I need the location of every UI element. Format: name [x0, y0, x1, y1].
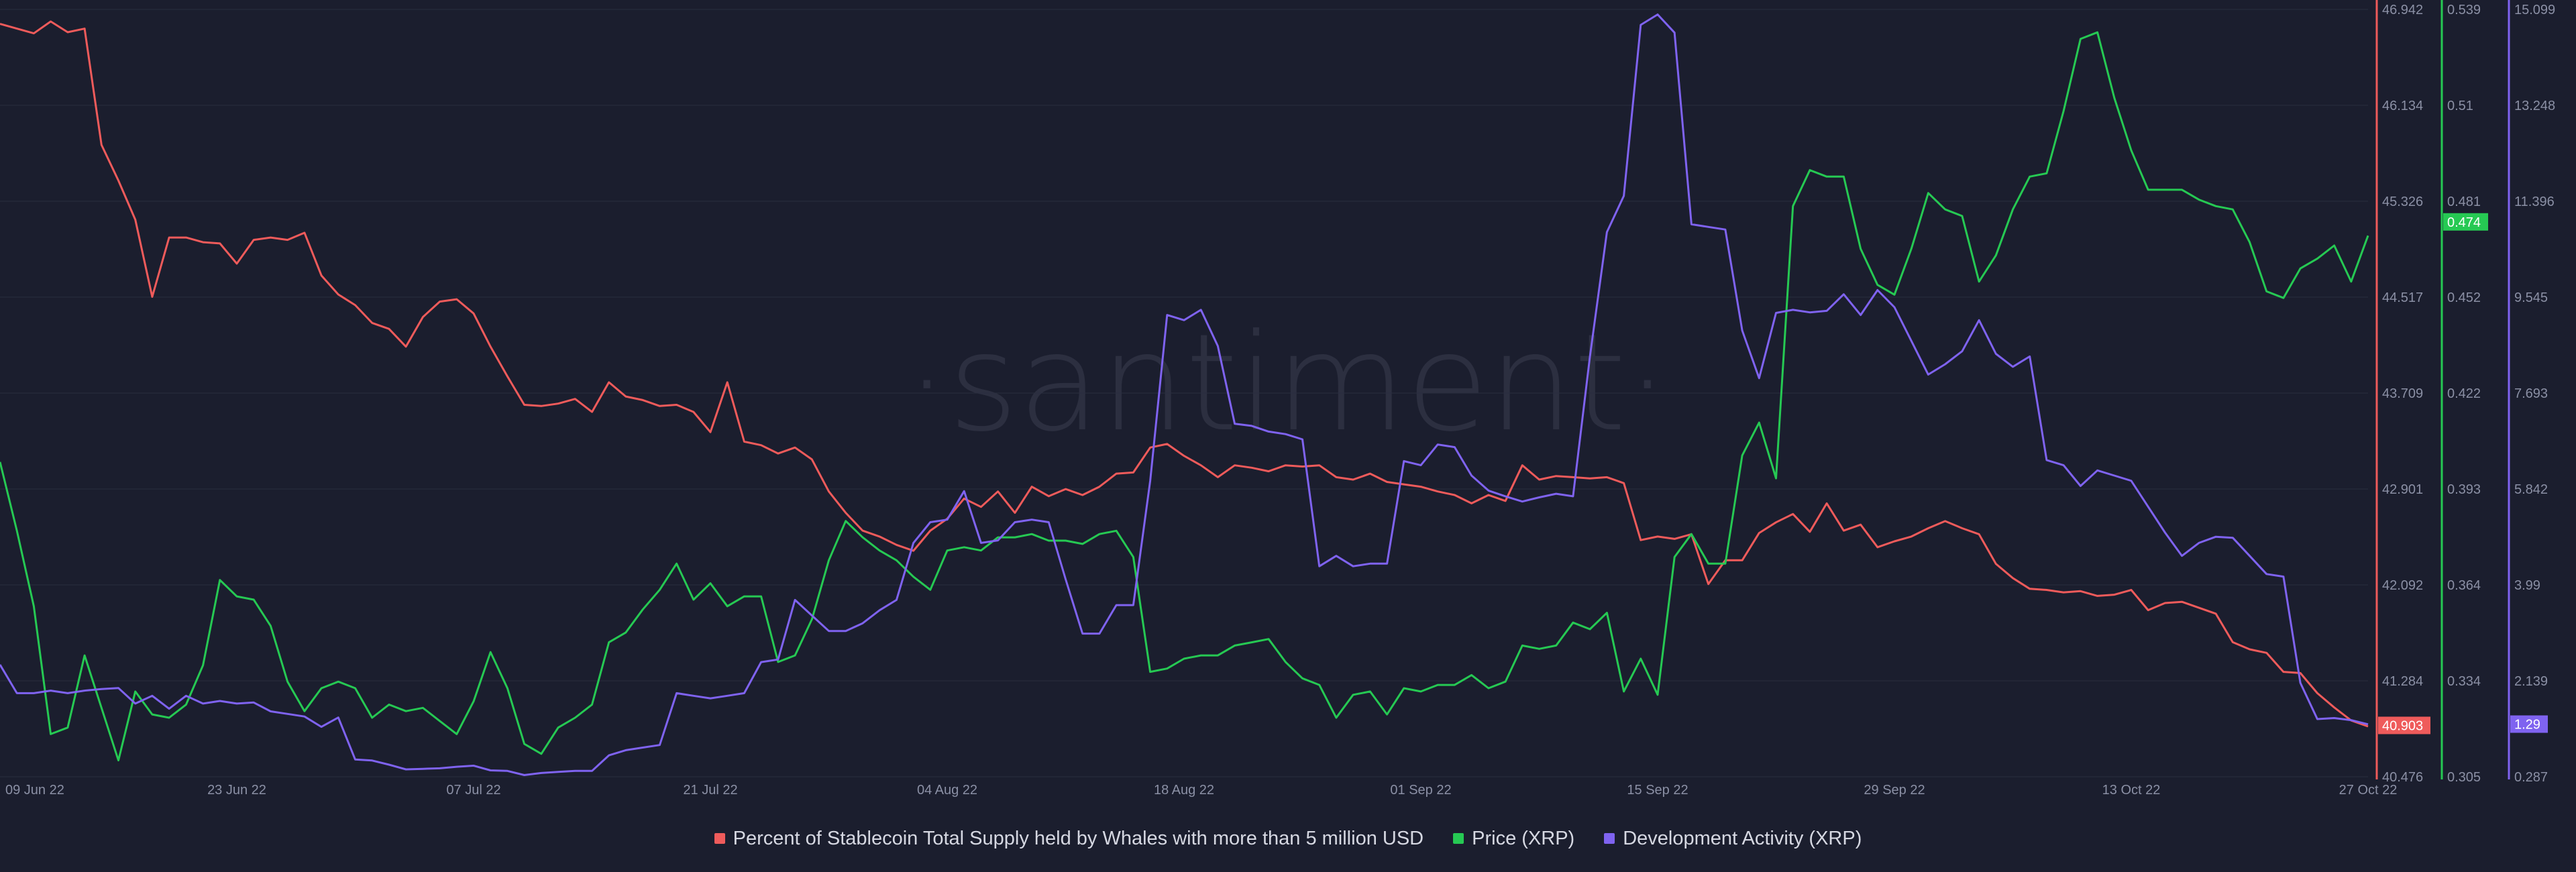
whales-swatch: [714, 833, 725, 844]
series-layer: [0, 13, 2369, 776]
watermark: ·santiment·: [906, 305, 1669, 461]
price-tick-label: 0.539: [2447, 3, 2481, 17]
price-current-value: 0.474: [2447, 215, 2481, 230]
legend-label-price: Price (XRP): [1472, 827, 1575, 849]
dev-tick-label: 5.842: [2514, 482, 2548, 497]
price-tick-label: 0.481: [2447, 195, 2481, 209]
price-tick-label: 0.452: [2447, 290, 2481, 305]
legend-label-dev: Development Activity (XRP): [1623, 827, 1862, 849]
x-axis: 09 Jun 22 23 Jun 22 07 Jul 22 21 Jul 22 04 A…: [5, 783, 2397, 798]
dev-tick-label: 9.545: [2514, 290, 2548, 305]
whales-tick-label: 43.709: [2382, 386, 2423, 401]
dev-tick-label: 15.099: [2514, 3, 2555, 17]
dev-tick-label: 13.248: [2514, 99, 2555, 113]
whales-tick-label: 45.326: [2382, 195, 2423, 209]
x-tick-label: 09 Jun 22: [5, 783, 64, 798]
x-tick-label: 21 Jul 22: [683, 783, 737, 798]
series-line-whales: [0, 20, 2369, 728]
x-tick-label: 04 Aug 22: [917, 783, 977, 798]
price-tick-label: 0.393: [2447, 482, 2481, 497]
price-tick-label: 0.305: [2447, 770, 2481, 785]
y-axes: 46.942 46.134 45.326 44.517 43.709 42.901 42.0…: [2375, 0, 2555, 785]
x-tick-label: 18 Aug 22: [1154, 783, 1214, 798]
legend-item-dev[interactable]: Development Activity (XRP): [1604, 828, 1862, 850]
whales-tick-label: 44.517: [2382, 290, 2423, 305]
series-line-dev: [0, 13, 2369, 776]
whales-tick-label: 42.901: [2382, 482, 2423, 497]
legend-item-price[interactable]: Price (XRP): [1453, 828, 1574, 850]
x-tick-label: 29 Sep 22: [1864, 783, 1925, 798]
series-line-price: [0, 31, 2369, 762]
x-tick-label: 27 Oct 22: [2339, 783, 2398, 798]
dev-tick-label: 7.693: [2514, 386, 2548, 401]
legend: Percent of Stablecoin Total Supply held …: [0, 824, 2576, 853]
dev-tick-label: 2.139: [2514, 674, 2548, 689]
whales-current-value: 40.903: [2382, 718, 2423, 733]
price-swatch: [1453, 833, 1464, 844]
price-tick-label: 0.51: [2447, 99, 2473, 113]
x-tick-label: 23 Jun 22: [207, 783, 266, 798]
dev-swatch: [1604, 833, 1615, 844]
x-tick-label: 13 Oct 22: [2102, 783, 2161, 798]
chart-svg: ·santiment· 09 Jun 22 23 Jun 22 07 Jul 22 2…: [0, 0, 2555, 798]
legend-item-whales[interactable]: Percent of Stablecoin Total Supply held …: [714, 828, 1424, 850]
price-tick-label: 0.334: [2447, 674, 2481, 689]
dev-tick-label: 11.396: [2514, 195, 2555, 209]
whales-current-badge: [2378, 716, 2430, 734]
price-tick-label: 0.422: [2447, 386, 2481, 401]
x-tick-label: 15 Sep 22: [1627, 783, 1688, 798]
dev-current-value: 1.29: [2514, 718, 2540, 732]
dev-current-badge: [2510, 715, 2548, 733]
whales-tick-label: 46.134: [2382, 99, 2423, 113]
dev-tick-label: 0.287: [2514, 770, 2548, 785]
x-tick-label: 01 Sep 22: [1390, 783, 1451, 798]
whales-tick-label: 42.092: [2382, 578, 2423, 593]
whales-tick-label: 41.284: [2382, 674, 2423, 689]
gridlines: [0, 9, 2368, 777]
whales-tick-label: 46.942: [2382, 3, 2423, 17]
price-tick-label: 0.364: [2447, 578, 2481, 593]
legend-label-whales: Percent of Stablecoin Total Supply held …: [733, 827, 1424, 849]
price-current-badge: [2443, 213, 2488, 231]
x-tick-label: 07 Jul 22: [446, 783, 500, 798]
whales-tick-label: 40.476: [2382, 770, 2423, 785]
dev-tick-label: 3.99: [2514, 578, 2540, 593]
